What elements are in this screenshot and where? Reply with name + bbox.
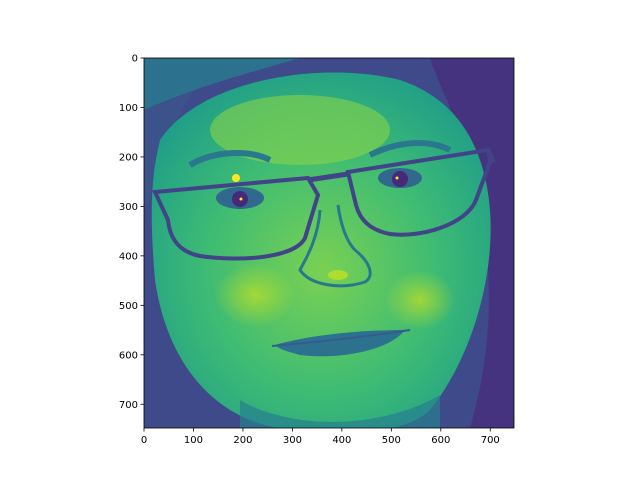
chin-shadow	[240, 395, 440, 428]
x-tick-label: 500	[382, 435, 401, 446]
right-cheek	[385, 270, 455, 330]
nose-tip-highlight	[328, 270, 348, 280]
nose	[298, 204, 372, 288]
lips-line	[271, 329, 411, 347]
axes-frame	[143, 57, 515, 429]
x-tick-label: 700	[481, 435, 500, 446]
y-tick-label: 700	[119, 400, 138, 411]
left-eyebrow	[188, 150, 272, 168]
x-tick-label: 300	[283, 435, 302, 446]
y-tick-label: 200	[119, 152, 138, 163]
y-tick-label: 0	[132, 54, 138, 65]
left-cheek	[215, 263, 295, 327]
mouth	[275, 330, 405, 357]
x-tick-label: 600	[431, 435, 450, 446]
y-tick-label: 400	[119, 251, 138, 262]
right-iris	[392, 171, 408, 187]
forehead-highlight	[210, 95, 390, 165]
y-tick-label: 300	[119, 202, 138, 213]
x-axis-ticks: 0 100 200 300 400 500 600 700	[141, 428, 500, 446]
left-eye-highlight	[232, 174, 240, 182]
glasses-temple-right	[486, 149, 496, 163]
x-tick-label: 200	[233, 435, 252, 446]
y-axis-ticks: 0 100 200 300 400 500 600 700	[119, 54, 144, 411]
left-eye-glint	[239, 197, 243, 201]
x-tick-label: 400	[332, 435, 351, 446]
right-eyebrow	[368, 140, 452, 158]
heatmap-image	[144, 58, 514, 428]
hair-right	[430, 58, 514, 428]
x-tick-label: 100	[184, 435, 203, 446]
glasses-left-lens	[151, 175, 321, 261]
glasses-bridge	[307, 171, 349, 183]
right-eye-glint	[395, 176, 399, 180]
y-tick-label: 500	[119, 301, 138, 312]
y-tick-label: 100	[119, 103, 138, 114]
hat	[144, 58, 300, 110]
y-tick-label: 600	[119, 350, 138, 361]
x-tick-label: 0	[141, 435, 147, 446]
glasses-right-lens	[345, 147, 493, 237]
